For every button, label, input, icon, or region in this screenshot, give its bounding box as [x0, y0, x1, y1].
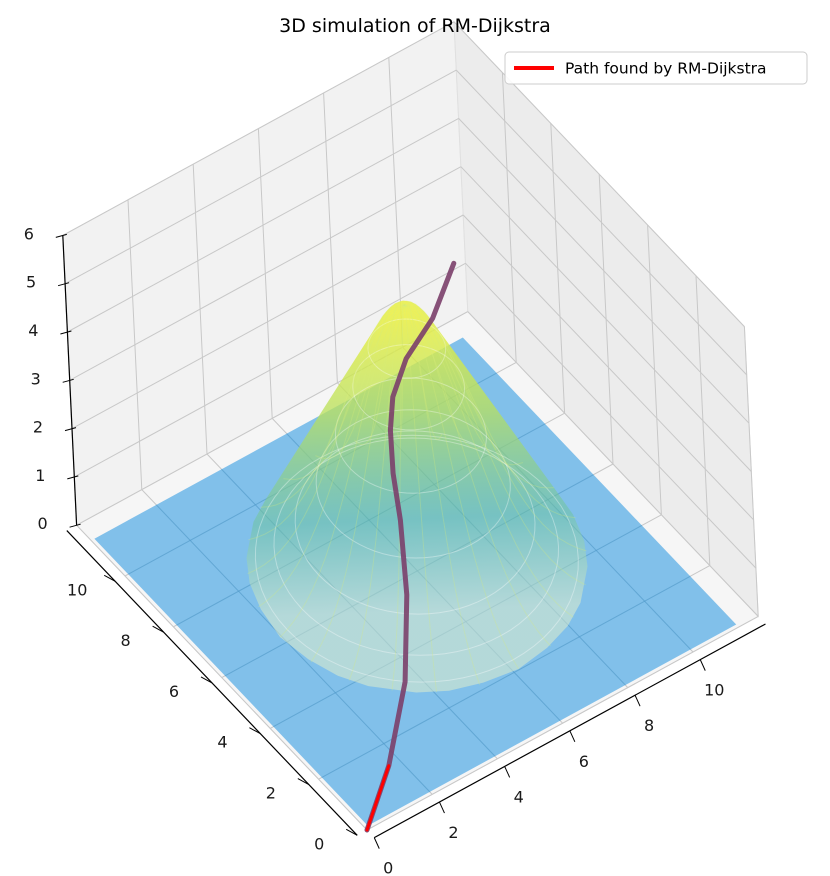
- axis-ticks: 0 1 2 3 4 5 6 0 2 4 6 8 10 0 2 4 6 8 10: [24, 224, 766, 876]
- z-tick: [64, 427, 77, 432]
- peak-meridian: [404, 300, 486, 449]
- side-grid-z: [462, 214, 754, 521]
- peak-meridian: [404, 304, 520, 670]
- x-tick: [439, 801, 445, 814]
- y-tick-label: 10: [67, 580, 87, 599]
- y-tick: [345, 828, 358, 836]
- peak-meridian: [404, 303, 554, 489]
- back-grid-z: [69, 166, 462, 381]
- peak-meridian: [353, 300, 406, 446]
- legend-box: [504, 51, 808, 85]
- z-tick-label: 2: [33, 418, 43, 437]
- legend: Path found by RM-Dijkstra: [504, 51, 808, 85]
- peak-meridian: [404, 300, 443, 441]
- z-tick: [55, 233, 67, 238]
- floor-grid-y: [366, 615, 759, 831]
- y-tick: [297, 778, 310, 785]
- z-tick-label: 4: [28, 321, 38, 340]
- peak-meridian: [404, 304, 574, 618]
- peak-meridian: [404, 304, 551, 647]
- peak-meridian: [396, 300, 406, 440]
- back-grid-z: [64, 69, 457, 285]
- y-tick-label: 4: [217, 733, 227, 752]
- z-tick: [62, 378, 74, 383]
- x-tick: [373, 837, 380, 849]
- y-tick: [249, 727, 261, 735]
- side-grid-z: [455, 69, 748, 376]
- z-tick: [57, 282, 70, 287]
- side-grid-z: [467, 311, 759, 617]
- back-grid-z: [74, 262, 466, 478]
- z-tick-label: 0: [38, 514, 48, 533]
- y-tick-label: 2: [266, 784, 276, 803]
- z-tick-label: 1: [35, 466, 45, 485]
- peak-contour: [334, 377, 487, 494]
- z-tick-label: 5: [26, 273, 36, 292]
- y-tick: [200, 676, 213, 684]
- x-tick-label: 4: [514, 787, 524, 806]
- peak-meridian: [248, 304, 405, 541]
- back-grid-z: [67, 117, 459, 333]
- y-tick-label: 0: [314, 834, 324, 853]
- side-grid-z: [453, 21, 745, 327]
- path-series: [364, 260, 457, 833]
- back-grid-z: [62, 21, 455, 236]
- y-tick: [103, 574, 116, 582]
- peak-meridian: [247, 304, 405, 575]
- y-tick: [152, 625, 164, 633]
- peak-meridian: [283, 302, 405, 480]
- path-line-0: [364, 260, 457, 833]
- peak-meridian: [404, 304, 586, 586]
- peak-meridian: [310, 304, 406, 663]
- peak-meridian: [404, 304, 587, 552]
- gaussian-peak-surface: [246, 300, 588, 693]
- peak-meridian: [279, 304, 406, 638]
- peak-contour: [273, 437, 560, 656]
- peak-contour: [315, 409, 511, 559]
- peak-contour: [254, 434, 579, 683]
- z-tick: [69, 523, 81, 528]
- x-tick: [569, 730, 576, 743]
- z-tick-label: 3: [31, 369, 41, 388]
- x-tick-label: 10: [704, 681, 724, 700]
- x-tick-label: 2: [448, 823, 458, 842]
- side-grid-z: [460, 166, 752, 472]
- back-grid-z: [71, 214, 464, 430]
- x-tick-label: 8: [644, 716, 654, 735]
- z-tick: [60, 330, 72, 335]
- peak-meridian: [404, 305, 481, 685]
- x-tick-label: 6: [579, 752, 589, 771]
- plane-mesh-line: [321, 575, 691, 778]
- plane-mesh-line: [155, 504, 431, 793]
- peak-meridian: [258, 304, 406, 608]
- side-grid-y: [743, 326, 759, 617]
- side-grid-z: [465, 262, 757, 569]
- x-tick: [504, 766, 511, 778]
- path-start-segment: [365, 764, 391, 832]
- x-tick: [634, 695, 641, 707]
- legend-label: Path found by RM-Dijkstra: [565, 60, 767, 78]
- z-tick: [67, 475, 79, 480]
- peak-meridian: [348, 305, 406, 681]
- peak-contour: [294, 430, 536, 615]
- side-grid-z: [458, 118, 750, 424]
- z-tick-label: 6: [24, 224, 34, 243]
- y-tick-label: 6: [169, 682, 179, 701]
- chart-title: 3D simulation of RM-Dijkstra: [279, 15, 551, 37]
- x-tick-label: 0: [383, 859, 393, 876]
- peak-contour: [367, 318, 447, 379]
- y-tick-label: 8: [121, 631, 131, 650]
- peak-meridian: [315, 301, 406, 460]
- peak-meridian: [404, 301, 524, 466]
- peak-contour: [352, 344, 466, 431]
- peak-silhouette: [246, 300, 588, 693]
- x-tick: [699, 659, 706, 671]
- peak-meridian: [260, 304, 405, 508]
